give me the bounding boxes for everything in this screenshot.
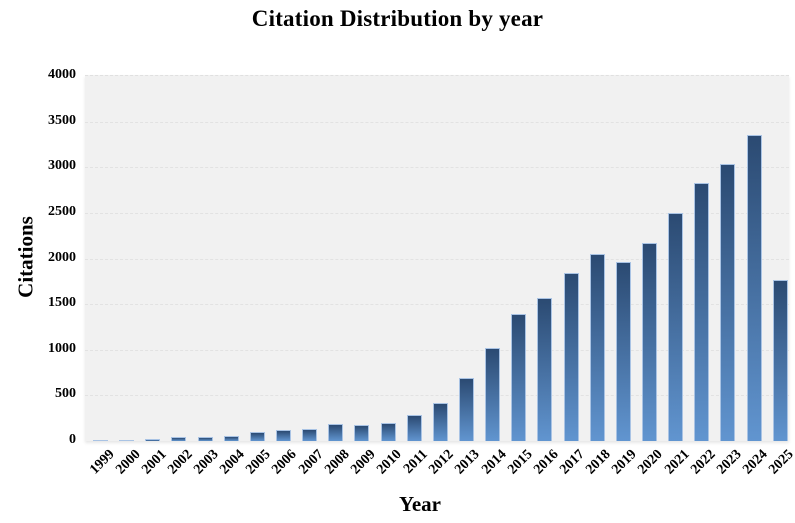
x-axis-title: Year	[399, 492, 441, 516]
y-tick-label-2000: 2000	[48, 249, 76, 265]
bar-2001	[145, 439, 161, 441]
bar-2017	[563, 273, 579, 441]
y-tick-label-1000: 1000	[48, 340, 76, 356]
x-tick-label-2023: 2023	[714, 447, 745, 478]
x-tick-label-2017: 2017	[557, 447, 588, 478]
y-tick-label-1500: 1500	[48, 295, 76, 311]
x-tick-label-2010: 2010	[374, 447, 405, 478]
chart-title: Citation Distribution by year	[251, 6, 544, 31]
x-tick-label-2001: 2001	[138, 447, 170, 478]
x-tick-label-2007: 2007	[295, 447, 327, 478]
x-tick-label-2002: 2002	[165, 447, 196, 478]
x-tick-label-2013: 2013	[452, 447, 484, 478]
x-tick-label-1999: 1999	[86, 447, 118, 478]
bar-1999	[93, 440, 108, 441]
x-tick-label-2025: 2025	[766, 447, 795, 478]
bar-2014	[485, 348, 501, 441]
bar-2000	[119, 440, 135, 441]
bar-2007	[302, 429, 318, 441]
y-tick-label-4000: 4000	[48, 67, 76, 82]
bar-2021	[668, 213, 684, 441]
bar-2006	[275, 430, 291, 441]
x-tick-label-2022: 2022	[687, 447, 719, 478]
bar-2016	[537, 298, 553, 441]
x-tick-label-2014: 2014	[478, 447, 510, 478]
gridline-3500	[85, 121, 789, 123]
bar-2011	[406, 415, 422, 441]
bar-2019	[615, 262, 631, 441]
y-tick-label-3000: 3000	[48, 158, 76, 174]
gridline-2000	[85, 258, 789, 260]
y-tick-label-2500: 2500	[48, 203, 76, 219]
y-tick-label-500: 500	[55, 386, 76, 402]
x-tick-label-2012: 2012	[426, 447, 457, 478]
x-tick-label-2009: 2009	[348, 447, 379, 478]
y-tick-label-3500: 3500	[48, 112, 76, 128]
x-tick-label-2019: 2019	[609, 447, 640, 478]
gridline-500	[85, 395, 789, 397]
x-tick-label-2024: 2024	[740, 447, 771, 478]
x-tick-label-2006: 2006	[269, 447, 301, 478]
bar-2010	[380, 423, 396, 441]
bar-2018	[589, 254, 605, 441]
x-tick-label-2016: 2016	[531, 447, 562, 478]
bar-2013	[458, 378, 474, 441]
bar-2002	[171, 437, 187, 441]
gridline-3000	[85, 167, 789, 169]
gridline-1000	[85, 349, 789, 351]
gridline-1500	[85, 304, 789, 306]
x-tick-label-2020: 2020	[635, 447, 667, 478]
bar-2025	[772, 280, 788, 441]
bar-2015	[511, 314, 527, 441]
plot-area	[85, 75, 789, 441]
y-tick-label-0: 0	[69, 432, 76, 447]
x-tick-label-2000: 2000	[112, 447, 144, 478]
x-tick-label-2018: 2018	[583, 447, 614, 478]
bar-2008	[328, 424, 344, 441]
x-tick-label-2004: 2004	[217, 447, 248, 478]
x-tick-label-2005: 2005	[243, 447, 274, 478]
bar-2020	[641, 243, 657, 441]
bar-2005	[249, 432, 265, 441]
bar-2022	[694, 183, 710, 441]
bar-2003	[197, 437, 213, 441]
bar-2012	[432, 403, 448, 441]
x-tick-label-2011: 2011	[400, 447, 431, 477]
bar-2004	[223, 436, 239, 441]
x-tick-label-2015: 2015	[504, 447, 536, 478]
bar-2024	[746, 135, 762, 441]
bar-2009	[354, 425, 370, 441]
x-tick-label-2003: 2003	[191, 447, 222, 478]
x-tick-label-2021: 2021	[661, 447, 693, 478]
bar-2023	[720, 164, 736, 441]
gridline-2500	[85, 212, 789, 214]
x-tick-label-2008: 2008	[321, 447, 353, 478]
